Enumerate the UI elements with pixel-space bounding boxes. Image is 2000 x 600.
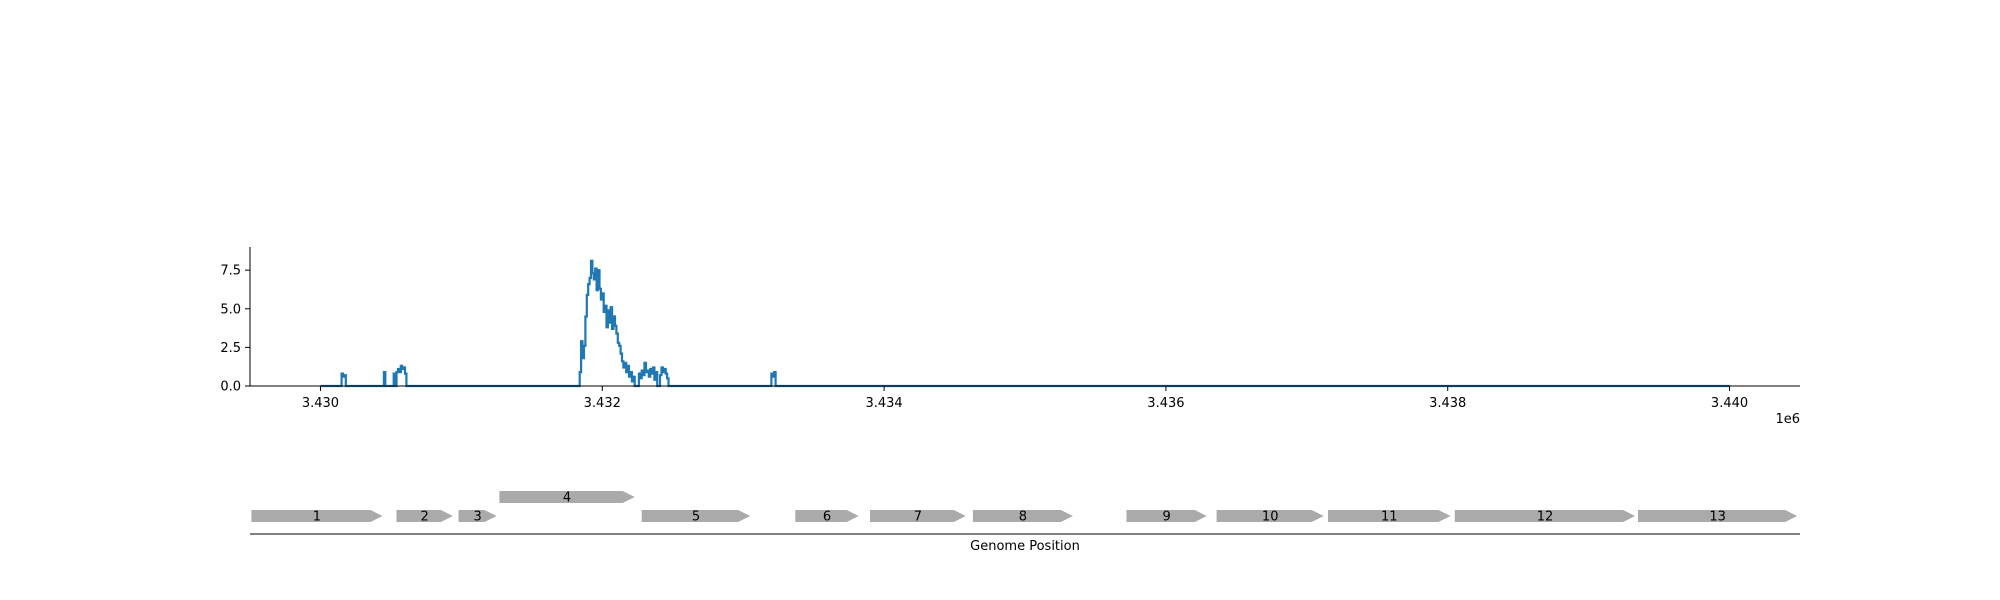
- gene-feature: 1: [251, 510, 383, 525]
- gene-track: 1 2 345 6 7 8 9 10 11 12 13 Genome Position: [250, 491, 1800, 554]
- gene-arrow: [1216, 510, 1324, 522]
- gene-label: 7: [914, 510, 922, 525]
- gene-feature: 11: [1328, 510, 1451, 525]
- gene-feature: 5: [641, 510, 751, 525]
- gene-arrow: [1126, 510, 1207, 522]
- gene-label: 2: [421, 510, 429, 525]
- gene-arrow: [458, 510, 497, 522]
- gene-feature: 13: [1638, 510, 1798, 525]
- x-tick-label: 3.432: [584, 396, 621, 411]
- gene-label: 5: [692, 510, 700, 525]
- x-axis-ticks: 3.430 3.432 3.434 3.436 3.438 3.440: [302, 386, 1748, 411]
- gene-label: 1: [313, 510, 321, 525]
- gene-feature: 4: [499, 491, 635, 506]
- gene-label: 11: [1381, 510, 1398, 525]
- gene-label: 9: [1162, 510, 1170, 525]
- x-tick-label: 3.438: [1429, 396, 1466, 411]
- gene-track-xlabel: Genome Position: [970, 539, 1080, 554]
- gene-label: 12: [1537, 510, 1554, 525]
- gene-arrow: [1454, 510, 1636, 522]
- gene-feature: 9: [1126, 510, 1207, 525]
- y-tick-label: 0.0: [220, 380, 241, 395]
- gene-label: 6: [823, 510, 831, 525]
- gene-arrow: [499, 491, 635, 503]
- coverage-line-layer: [320, 259, 1730, 388]
- coverage-plot: 0.02.55.07.5 3.430 3.432 3.434 3.436 3.438 3.…: [220, 247, 1800, 427]
- gene-label: 3: [473, 510, 481, 525]
- coverage-series-line: [320, 259, 1730, 388]
- gene-feature: 6: [795, 510, 859, 525]
- gene-arrow: [251, 510, 383, 522]
- gene-feature: 10: [1216, 510, 1324, 525]
- gene-arrow: [396, 510, 453, 522]
- gene-label: 8: [1019, 510, 1027, 525]
- gene-feature: 8: [972, 510, 1073, 525]
- gene-arrow: [795, 510, 859, 522]
- x-tick-label: 3.440: [1711, 396, 1748, 411]
- gene-layer: 1 2 345 6 7 8 9 10 11 12 13: [251, 491, 1798, 525]
- gene-feature: 3: [458, 510, 497, 525]
- gene-arrow: [972, 510, 1073, 522]
- x-tick-label: 3.434: [865, 396, 902, 411]
- gene-feature: 2: [396, 510, 453, 525]
- gene-label: 4: [563, 491, 571, 506]
- x-tick-label: 3.436: [1147, 396, 1184, 411]
- x-offset-label: 1e6: [1775, 412, 1800, 427]
- gene-label: 10: [1262, 510, 1279, 525]
- gene-arrow: [870, 510, 966, 522]
- gene-arrow: [641, 510, 751, 522]
- gene-arrow: [1638, 510, 1798, 522]
- gene-arrow: [1328, 510, 1451, 522]
- y-tick-label: 7.5: [220, 264, 241, 279]
- gene-feature: 7: [870, 510, 966, 525]
- y-tick-label: 2.5: [220, 341, 241, 356]
- y-tick-label: 5.0: [220, 302, 241, 317]
- gene-feature: 12: [1454, 510, 1636, 525]
- x-tick-label: 3.430: [302, 396, 339, 411]
- y-axis-ticks: 0.0 2.5 5.0 7.5: [220, 264, 250, 395]
- gene-label: 13: [1709, 510, 1726, 525]
